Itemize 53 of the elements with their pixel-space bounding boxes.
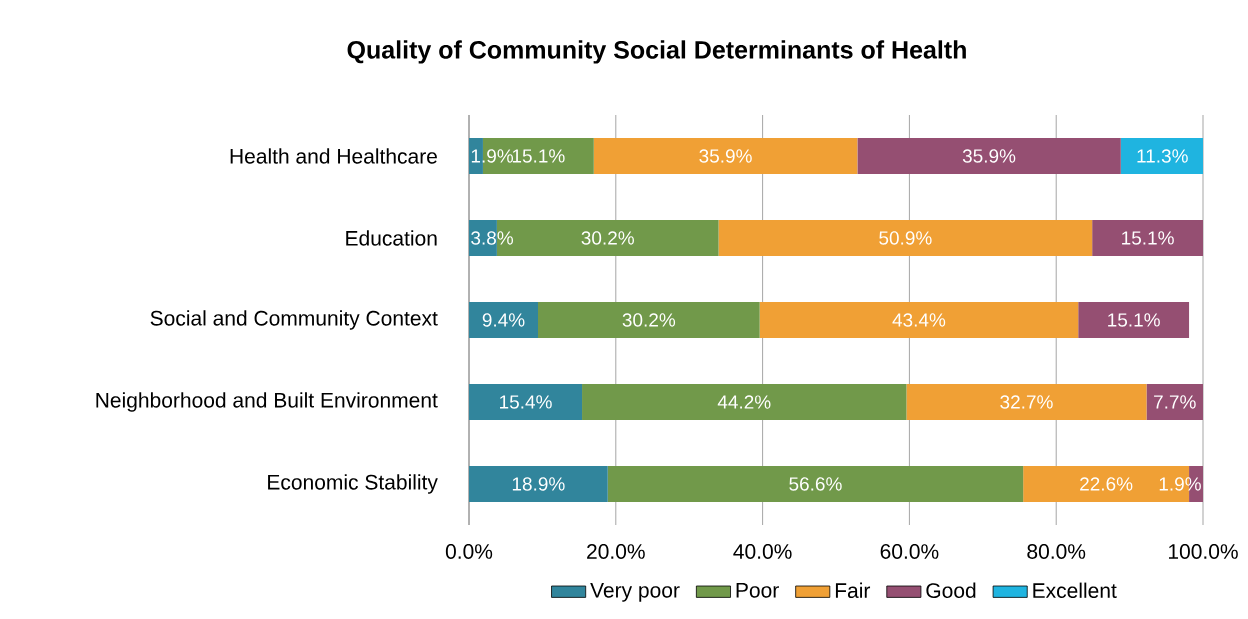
data-label: 7.7% xyxy=(1154,395,1196,409)
data-label: 44.2% xyxy=(717,395,771,409)
data-label: 56.6% xyxy=(789,477,842,491)
data-label: 11.3% xyxy=(1137,149,1188,163)
data-label: 1.9% xyxy=(1159,477,1201,491)
data-label: 15.1% xyxy=(512,149,565,163)
bar xyxy=(607,465,1024,502)
bar xyxy=(469,302,538,338)
data-label: 1.9% xyxy=(471,149,514,163)
data-label: 30.2% xyxy=(581,231,634,245)
data-label: 22.6% xyxy=(1080,477,1133,491)
data-label: 18.9% xyxy=(512,477,565,491)
data-label: 9.4% xyxy=(482,313,525,327)
x-tick-label: 20.0% xyxy=(587,544,645,559)
bar xyxy=(906,383,1147,420)
x-tick-label: 80.0% xyxy=(1027,544,1086,559)
legend-label: Very poor xyxy=(590,582,680,602)
data-label: 35.9% xyxy=(699,149,752,163)
chart-title: Quality of Community Social Determinants of Health xyxy=(347,40,966,64)
bar xyxy=(593,138,858,174)
data-label: 43.4% xyxy=(892,313,946,327)
data-label: 30.2% xyxy=(622,313,676,327)
bar xyxy=(759,302,1079,338)
data-label: 15.1% xyxy=(1122,231,1174,245)
bar xyxy=(857,138,1121,174)
x-tick-label: 0.0% xyxy=(445,544,493,559)
x-tick-label: 60.0% xyxy=(880,544,939,559)
data-label: 35.9% xyxy=(962,149,1016,163)
legend-label: Fair xyxy=(835,582,871,599)
legend-label: Poor xyxy=(736,582,779,598)
bar xyxy=(1120,138,1203,174)
bar xyxy=(469,465,608,502)
legend-label: Excellent xyxy=(1033,582,1117,599)
bar xyxy=(1092,220,1203,256)
data-label: 15.1% xyxy=(1108,313,1160,327)
data-label: 3.8% xyxy=(471,231,514,245)
y-tick-label: Education xyxy=(346,230,437,246)
bar xyxy=(538,302,760,338)
y-tick-label: Economic Stability xyxy=(268,474,438,494)
data-label: 15.4% xyxy=(500,395,552,409)
y-tick-label: Neighborhood and Built Environment xyxy=(96,392,438,412)
x-tick-label: 100.0% xyxy=(1168,544,1238,559)
data-label: 32.7% xyxy=(1000,395,1053,409)
bar xyxy=(469,383,583,420)
y-tick-label: Social and Community Context xyxy=(150,310,438,330)
y-tick-label: Health and Healthcare xyxy=(230,148,437,164)
bar xyxy=(718,220,1093,256)
bar xyxy=(1146,383,1203,420)
data-label: 50.9% xyxy=(879,231,932,245)
legend-label: Good xyxy=(926,582,976,599)
bar xyxy=(1078,302,1190,338)
x-tick-label: 40.0% xyxy=(733,544,792,559)
bar xyxy=(582,383,907,420)
